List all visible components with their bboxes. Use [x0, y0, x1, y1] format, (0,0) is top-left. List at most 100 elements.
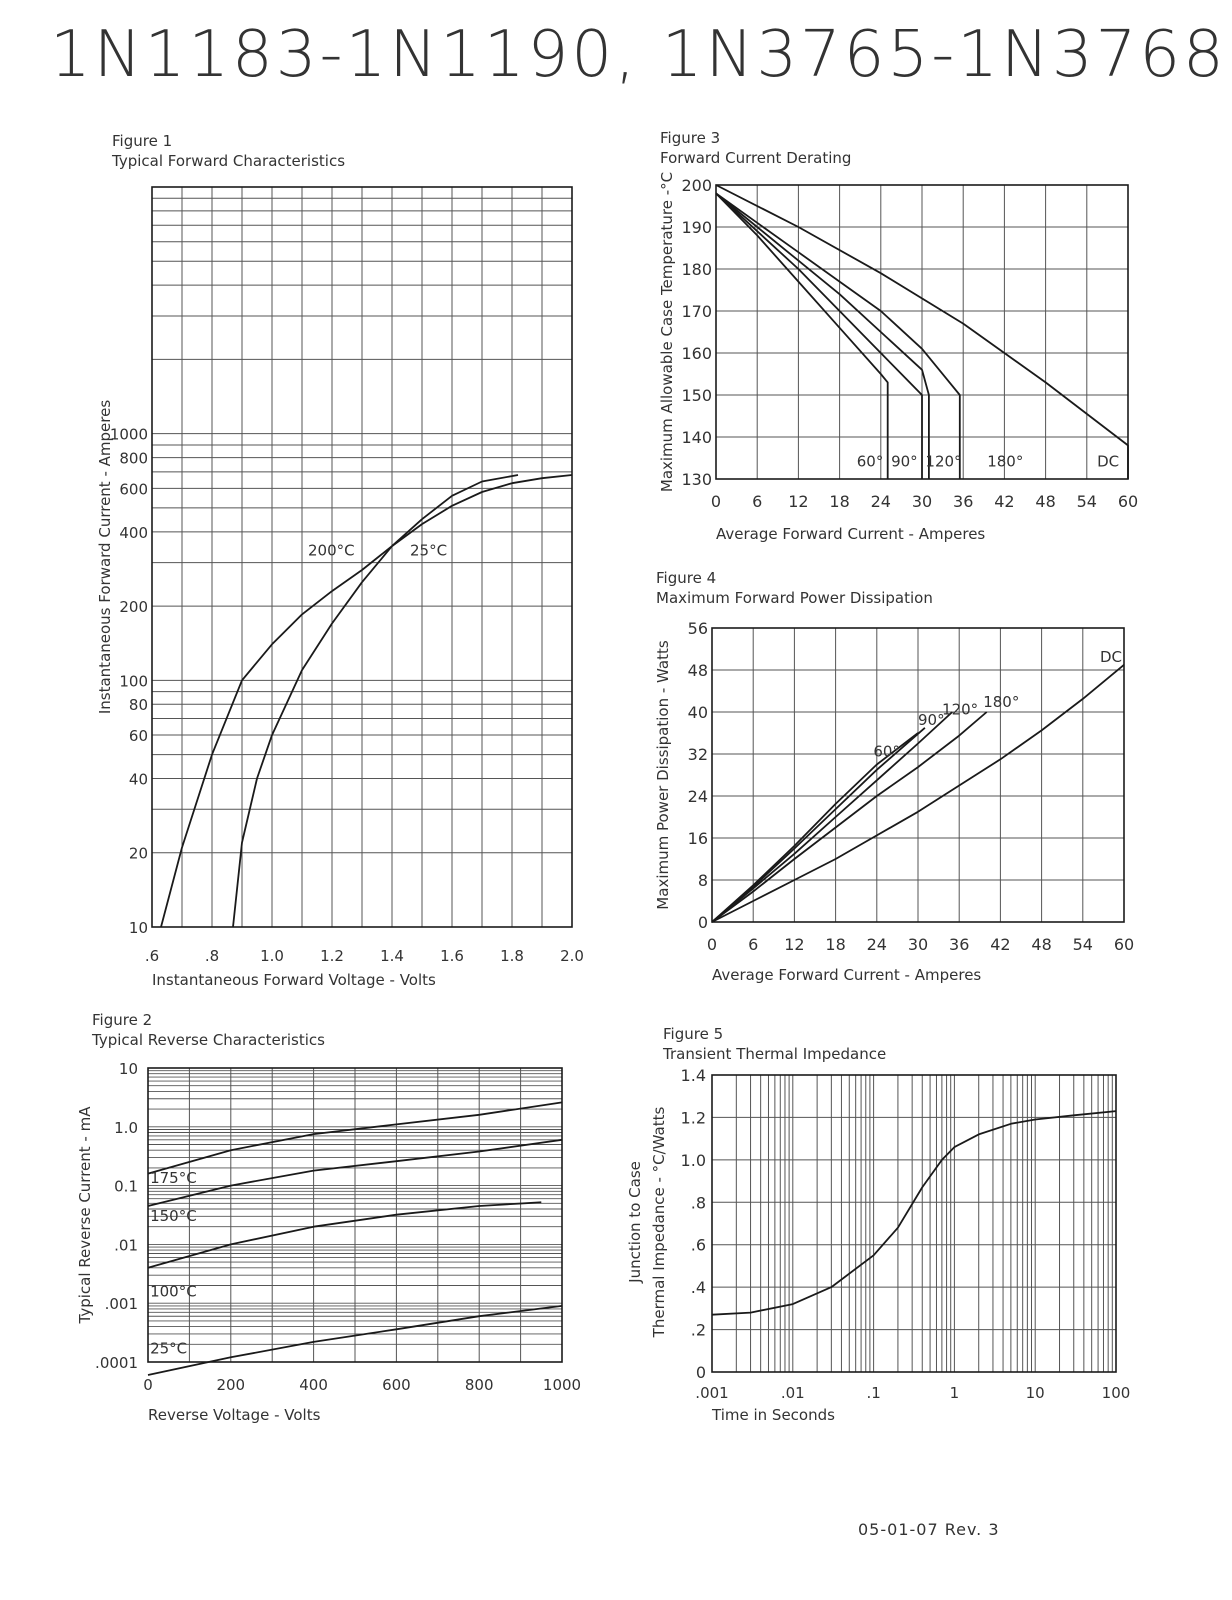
fig5-y-tick: 1.2	[681, 1108, 706, 1127]
fig2-y-tick: 0.1	[114, 1178, 138, 1196]
fig3-y-tick: 170	[681, 302, 712, 321]
fig2-series-2	[147, 1201, 542, 1269]
fig1-y-tick: 800	[119, 450, 148, 468]
fig5-x-axis-label: Time in Seconds	[711, 1406, 835, 1424]
fig5-y-axis-label-line-1: Junction to Case	[626, 1161, 644, 1284]
fig4-plot-frame	[711, 627, 1125, 923]
fig2-series-0	[147, 1101, 563, 1175]
fig3-series-label-2: 120°	[925, 452, 961, 470]
fig3-x-tick: 54	[1077, 492, 1097, 511]
fig2-series-label-2: 100°C	[150, 1283, 197, 1301]
fig2-x-tick: 600	[382, 1376, 411, 1394]
fig5-y-tick: .4	[691, 1278, 706, 1297]
figure-3-heading: Figure 3 Forward Current Derating	[660, 128, 851, 168]
figure-2-number: Figure 2	[92, 1011, 153, 1029]
figure-5-number: Figure 5	[663, 1025, 724, 1043]
fig2-y-tick: 1.0	[114, 1119, 138, 1137]
fig1-y-tick: 60	[129, 727, 148, 745]
fig1-y-tick: 100	[119, 672, 148, 690]
fig4-series-3	[711, 711, 988, 923]
fig1-x-tick: .8	[205, 947, 219, 965]
fig1-y-tick: 10	[129, 919, 148, 937]
figure-4-heading: Figure 4 Maximum Forward Power Dissipati…	[656, 568, 933, 608]
fig4-x-tick: 36	[949, 935, 969, 954]
fig4-y-tick: 48	[688, 661, 708, 680]
fig5-x-tick: 10	[1026, 1384, 1045, 1402]
fig2-series-3	[147, 1305, 563, 1376]
fig3-y-tick: 130	[681, 470, 712, 489]
fig1-x-tick: 1.4	[380, 947, 404, 965]
fig4-x-tick: 6	[748, 935, 758, 954]
fig4-x-tick: 18	[825, 935, 845, 954]
fig3-y-tick: 150	[681, 386, 712, 405]
fig3-series-4	[715, 184, 1129, 479]
fig3-series-label-1: 90°	[891, 452, 918, 470]
fig4-series-label-0: 60°	[873, 743, 900, 761]
fig5-x-tick: 100	[1102, 1384, 1131, 1402]
fig3-series-0	[715, 192, 889, 479]
fig3-x-axis-label: Average Forward Current - Amperes	[716, 525, 985, 543]
fig4-series-label-2: 120°	[942, 701, 978, 719]
fig3-series-2	[715, 192, 930, 479]
figure-2-title: Typical Reverse Characteristics	[92, 1031, 325, 1049]
fig3-x-tick: 36	[953, 492, 973, 511]
fig4-series-0	[711, 732, 919, 923]
figure-4-title: Maximum Forward Power Dissipation	[656, 589, 933, 607]
fig3-y-tick: 180	[681, 260, 712, 279]
fig1-x-tick: 1.8	[500, 947, 524, 965]
figure-4-chart: 0 6 12 18 24 30 36 42 48 54 60 0 8 16 24 32 40 48 56 60° 90°…	[654, 619, 1134, 984]
fig3-series-1	[715, 192, 923, 479]
fig1-series-1	[232, 474, 573, 928]
figure-3-chart: 0 6 12 18 24 30 36 42 48 54 60 130 140 150 160 170 180 19…	[658, 172, 1138, 543]
fig4-x-tick: 60	[1114, 935, 1134, 954]
fig4-x-tick: 24	[867, 935, 887, 954]
fig4-x-tick: 42	[990, 935, 1010, 954]
fig2-series-label-1: 150°C	[150, 1207, 197, 1225]
fig3-series-3	[715, 192, 961, 479]
fig1-series-label-1: 25°C	[410, 542, 447, 560]
fig1-y-tick: 20	[129, 845, 148, 863]
fig4-y-tick: 0	[698, 913, 708, 932]
fig5-y-axis-label-line-2: Thermal Impedance - °C/Watts	[650, 1106, 668, 1338]
fig1-y-tick: 40	[129, 770, 148, 788]
page-title: 1N1183-1N1190, 1N3765-1N3768	[50, 18, 1227, 92]
fig2-y-tick: .001	[105, 1295, 138, 1313]
fig3-x-tick: 18	[829, 492, 849, 511]
fig5-y-axis-label: Junction to Case Thermal Impedance - °C/W…	[626, 1106, 668, 1338]
fig3-x-tick: 24	[871, 492, 891, 511]
fig2-x-tick: 800	[465, 1376, 494, 1394]
fig4-y-tick: 40	[688, 703, 708, 722]
fig4-x-tick: 0	[707, 935, 717, 954]
fig1-y-tick: 80	[129, 696, 148, 714]
fig3-y-tick: 190	[681, 218, 712, 237]
fig2-y-axis-label: Typical Reverse Current - mA	[76, 1106, 94, 1325]
fig5-y-tick: .8	[691, 1193, 706, 1212]
figure-4-number: Figure 4	[656, 569, 717, 587]
fig4-series-1	[711, 727, 926, 923]
fig2-x-tick: 0	[143, 1376, 153, 1394]
fig2-y-tick: .0001	[95, 1354, 138, 1372]
figure-5-chart: .001 .01 .1 1 10 100 0 .2 .4 .6 .8 1.0 1.2 1.4 Time in…	[626, 1066, 1130, 1424]
fig1-y-tick: 600	[119, 480, 148, 498]
fig4-y-axis-label: Maximum Power Dissipation - Watts	[654, 640, 672, 910]
fig4-y-tick: 24	[688, 787, 708, 806]
fig2-plot-frame	[147, 1067, 563, 1363]
fig1-x-tick: 1.0	[260, 947, 284, 965]
fig4-y-tick: 16	[688, 829, 708, 848]
fig5-y-tick: .2	[691, 1321, 706, 1340]
fig4-series-label-1: 90°	[918, 711, 945, 729]
figure-1-chart: .6 .8 1.0 1.2 1.4 1.6 1.8 2.0 10 20 40 60 80 100 200 40…	[96, 186, 584, 989]
figure-2-chart: 0 200 400 600 800 1000 10 1.0 0.1 .01 .001 .0001 175…	[76, 1060, 581, 1424]
fig5-plot-frame	[711, 1074, 1117, 1373]
fig4-x-tick: 12	[784, 935, 804, 954]
fig1-y-tick: 1000	[110, 426, 148, 444]
fig1-x-tick: 1.6	[440, 947, 464, 965]
fig5-x-tick: .01	[781, 1384, 805, 1402]
fig2-y-tick: .01	[114, 1236, 138, 1254]
fig2-x-tick: 1000	[543, 1376, 581, 1394]
fig1-x-tick: 1.2	[320, 947, 344, 965]
fig3-y-axis-label: Maximum Allowable Case Temperature -°C	[658, 172, 676, 492]
fig1-x-tick: .6	[145, 947, 159, 965]
fig3-x-tick: 30	[912, 492, 932, 511]
